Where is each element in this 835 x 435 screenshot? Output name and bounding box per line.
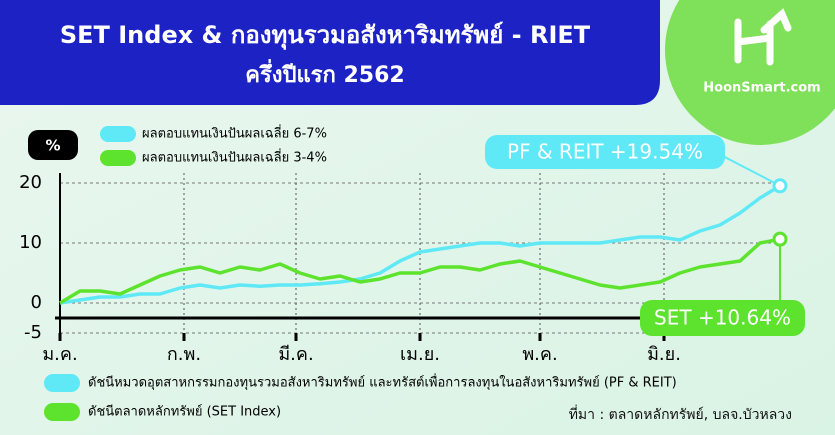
x-tick-label: มี.ค. <box>278 344 313 365</box>
y-tick-label: 10 <box>19 232 42 253</box>
annotation-box <box>485 135 725 169</box>
x-tick-label: มิ.ย. <box>647 344 681 365</box>
legend-label: ดัชนีหมวดอุตสาหกรรมกองทุนรวมอสังหาริมทรั… <box>88 374 677 391</box>
annotation: SET +10.64% <box>654 306 791 330</box>
logo-bg <box>665 0 835 145</box>
x-tick-label: พ.ค. <box>522 344 557 365</box>
chart-subtitle: ครึ่งปีแรก 2562 <box>245 58 404 88</box>
series-line <box>59 184 781 305</box>
annotation: PF & REIT +19.54% <box>507 140 703 164</box>
yield-marker <box>100 150 136 166</box>
x-tick-label: ม.ค. <box>42 344 77 365</box>
end-point <box>772 231 788 247</box>
y-tick-label: 20 <box>19 172 42 193</box>
y-tick-label: 0 <box>31 292 42 313</box>
yield-label: ผลตอบแทนเงินปันผลเฉลี่ย 3-4% <box>142 149 327 166</box>
logo-text: HoonSmart.com <box>703 81 820 96</box>
legend-marker <box>44 374 80 392</box>
yield-marker <box>100 126 136 142</box>
legend-marker <box>44 403 80 421</box>
y-tick-label: -5 <box>24 322 42 343</box>
source: ที่มา : ตลาดหลักทรัพย์, บลจ.บัวหลวง <box>569 405 792 423</box>
y-unit: % <box>45 137 60 155</box>
annotation-box <box>640 300 805 336</box>
leader-line <box>714 151 781 187</box>
yield-label: ผลตอบแทนเงินปันผลเฉลี่ย 6-7% <box>142 125 327 142</box>
title-banner <box>0 0 660 105</box>
y-unit-box <box>28 130 78 160</box>
end-point <box>772 178 788 194</box>
legend-label: ดัชนีตลาดหลักทรัพย์ (SET Index) <box>88 404 281 420</box>
x-tick-label: ก.พ. <box>167 344 201 365</box>
chart-title: SET Index & กองทุนรวมอสังหาริมทรัพย์ - R… <box>60 21 591 51</box>
x-tick-label: เม.ย. <box>400 344 440 365</box>
logo-icon <box>734 8 792 66</box>
series-line <box>59 237 781 305</box>
